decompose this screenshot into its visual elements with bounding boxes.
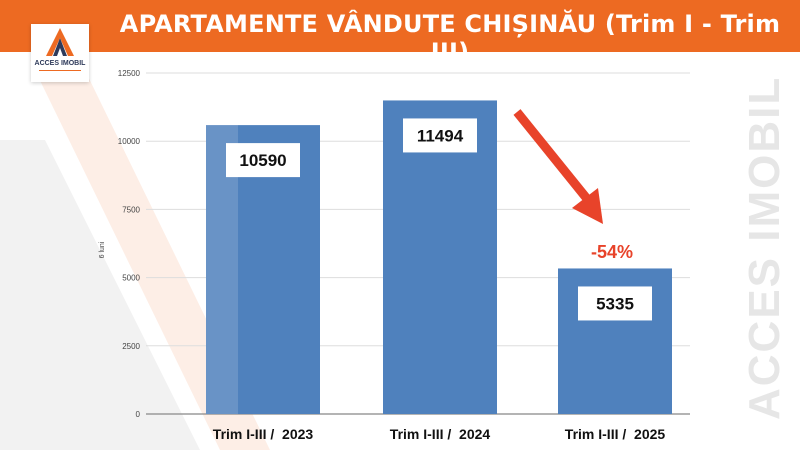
page-title: APARTAMENTE VÂNDUTE CHIȘINĂU (Trim I - T…: [119, 10, 781, 66]
data-label-box: [578, 286, 652, 321]
y-tick-label: 10000: [118, 137, 141, 146]
logo-text: ACCES IMOBIL: [34, 60, 86, 67]
x-tick-label: Trim I-III / 2025: [565, 426, 666, 442]
change-annotation: -54%: [591, 242, 633, 262]
data-label: 5335: [596, 294, 634, 313]
y-tick-label: 5000: [122, 274, 140, 283]
data-label-box: [403, 118, 477, 153]
y-axis-label: 6 luni: [99, 241, 106, 258]
x-tick-label: Trim I-III / 2023: [213, 426, 314, 442]
y-tick-label: 7500: [122, 205, 140, 214]
data-label: 10590: [239, 151, 286, 170]
watermark-a-left: [0, 140, 200, 450]
y-tick-label: 0: [136, 410, 141, 419]
logo: ACCES IMOBIL: [31, 24, 89, 82]
title-bar: [0, 0, 800, 52]
logo-a-icon: [46, 28, 74, 56]
data-label: 11494: [417, 126, 464, 145]
y-tick-label: 12500: [118, 69, 141, 78]
logo-underline: [39, 70, 81, 71]
x-tick-label: Trim I-III / 2024: [390, 426, 491, 442]
data-label-box: [226, 143, 300, 178]
y-tick-label: 2500: [122, 342, 140, 351]
bar: [383, 100, 497, 415]
down-arrow-icon: [513, 109, 603, 224]
